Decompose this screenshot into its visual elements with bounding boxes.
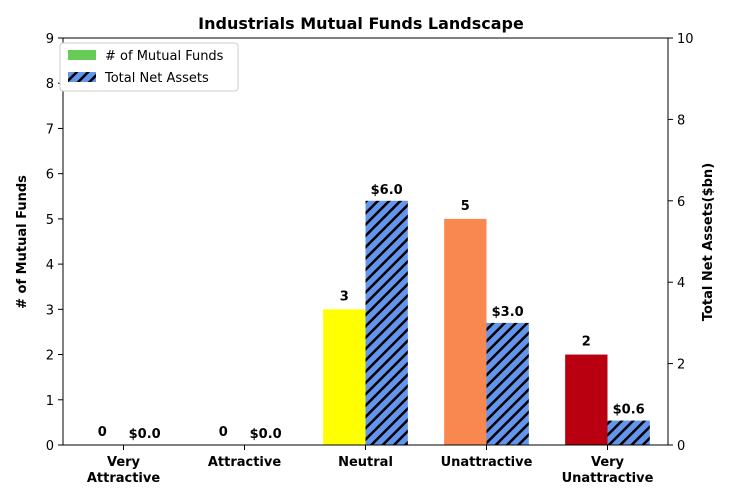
data-label-net-assets: $0.0 <box>250 427 282 442</box>
data-label-fund-count: 0 <box>98 425 107 440</box>
legend-label-net-assets: Total Net Assets <box>104 71 209 86</box>
legend-swatch-net-assets <box>68 72 96 82</box>
chart-title: Industrials Mutual Funds Landscape <box>198 14 524 33</box>
x-tick-label: Neutral <box>338 455 393 470</box>
data-label-fund-count: 5 <box>461 199 470 214</box>
data-label-net-assets: $0.6 <box>613 403 645 418</box>
legend-label-fund-count: # of Mutual Funds <box>105 49 224 64</box>
bar-net-assets <box>607 420 650 445</box>
y-right-tick-label: 0 <box>677 439 685 454</box>
y-axis-left-label: # of Mutual Funds <box>15 175 30 309</box>
x-tick-label: Very <box>107 455 141 470</box>
y-left-tick-label: 6 <box>46 168 54 183</box>
x-tick-label: Very <box>591 455 625 470</box>
bar-net-assets <box>486 322 529 445</box>
data-label-net-assets: $3.0 <box>492 305 524 320</box>
data-label-fund-count: 3 <box>340 289 349 304</box>
y-left-tick-label: 4 <box>46 258 54 273</box>
x-tick-label: Attractive <box>87 471 161 486</box>
y-left-tick-label: 8 <box>46 77 54 92</box>
y-left-tick-label: 0 <box>46 439 54 454</box>
bar-fund-count <box>565 354 608 445</box>
data-label-net-assets: $6.0 <box>371 183 403 198</box>
y-right-tick-label: 6 <box>677 195 685 210</box>
bar-fund-count <box>323 309 366 445</box>
bar-net-assets <box>365 200 408 445</box>
bar-fund-count <box>444 218 487 445</box>
data-label-fund-count: 2 <box>582 335 591 350</box>
y-right-tick-label: 2 <box>677 358 685 373</box>
y-left-tick-label: 1 <box>46 394 54 409</box>
y-right-tick-label: 10 <box>677 32 694 47</box>
x-tick-label: Unattractive <box>562 471 654 486</box>
legend-swatch-fund-count <box>68 50 96 60</box>
y-left-tick-label: 3 <box>46 303 54 318</box>
data-label-net-assets: $0.0 <box>129 427 161 442</box>
y-axis-right-label: Total Net Assets($bn) <box>701 163 716 321</box>
x-tick-label: Unattractive <box>441 455 533 470</box>
legend-box <box>59 42 239 92</box>
y-left-tick-label: 2 <box>46 349 54 364</box>
y-left-tick-label: 9 <box>46 32 54 47</box>
data-label-fund-count: 0 <box>219 425 228 440</box>
y-left-tick-label: 5 <box>46 213 54 228</box>
x-tick-label: Attractive <box>208 455 282 470</box>
y-right-tick-label: 4 <box>677 276 685 291</box>
y-right-tick-label: 8 <box>677 113 685 128</box>
plot-frame <box>62 37 669 446</box>
y-left-tick-label: 7 <box>46 122 54 137</box>
